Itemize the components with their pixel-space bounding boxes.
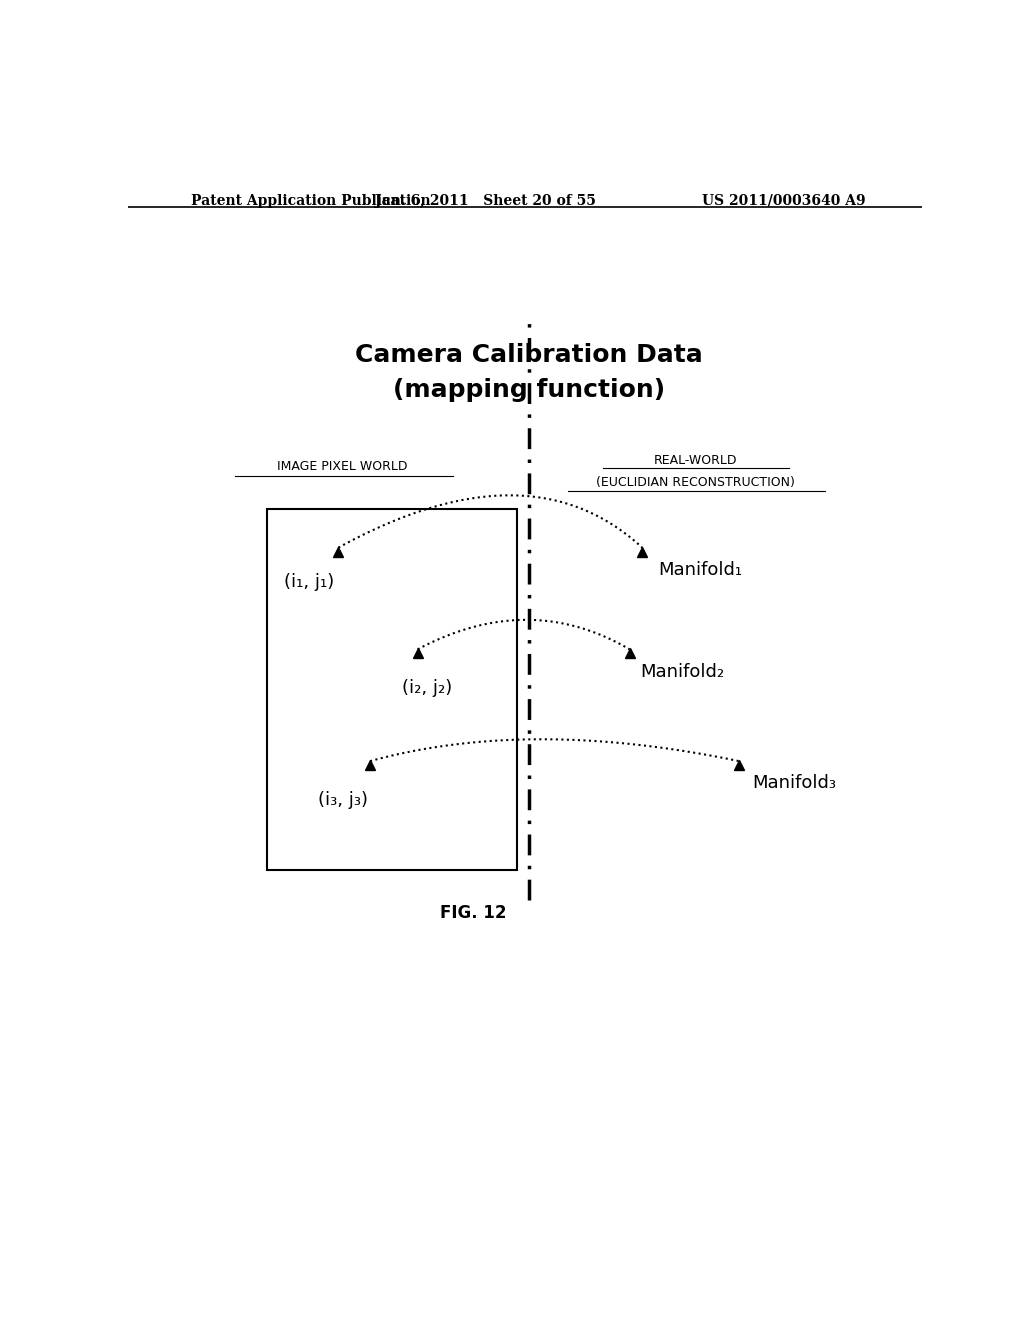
Text: FIG. 12: FIG. 12 xyxy=(440,904,507,921)
Text: Patent Application Publication: Patent Application Publication xyxy=(191,194,431,209)
Text: Manifold₂: Manifold₂ xyxy=(640,663,724,681)
Text: (EUCLIDIAN RECONSTRUCTION): (EUCLIDIAN RECONSTRUCTION) xyxy=(596,477,795,490)
Bar xyxy=(267,510,517,870)
Text: (mapping function): (mapping function) xyxy=(393,379,665,403)
Text: (i₁, j₁): (i₁, j₁) xyxy=(285,573,335,591)
Text: (i₂, j₂): (i₂, j₂) xyxy=(401,678,452,697)
Text: US 2011/0003640 A9: US 2011/0003640 A9 xyxy=(702,194,866,209)
Text: Manifold₃: Manifold₃ xyxy=(753,775,837,792)
Text: REAL-WORLD: REAL-WORLD xyxy=(653,454,737,467)
Text: (i₃, j₃): (i₃, j₃) xyxy=(318,791,369,809)
Text: Jan. 6, 2011   Sheet 20 of 55: Jan. 6, 2011 Sheet 20 of 55 xyxy=(375,194,596,209)
Text: IMAGE PIXEL WORLD: IMAGE PIXEL WORLD xyxy=(278,459,408,473)
Text: Camera Calibration Data: Camera Calibration Data xyxy=(355,343,702,367)
Text: Manifold₁: Manifold₁ xyxy=(658,561,742,579)
